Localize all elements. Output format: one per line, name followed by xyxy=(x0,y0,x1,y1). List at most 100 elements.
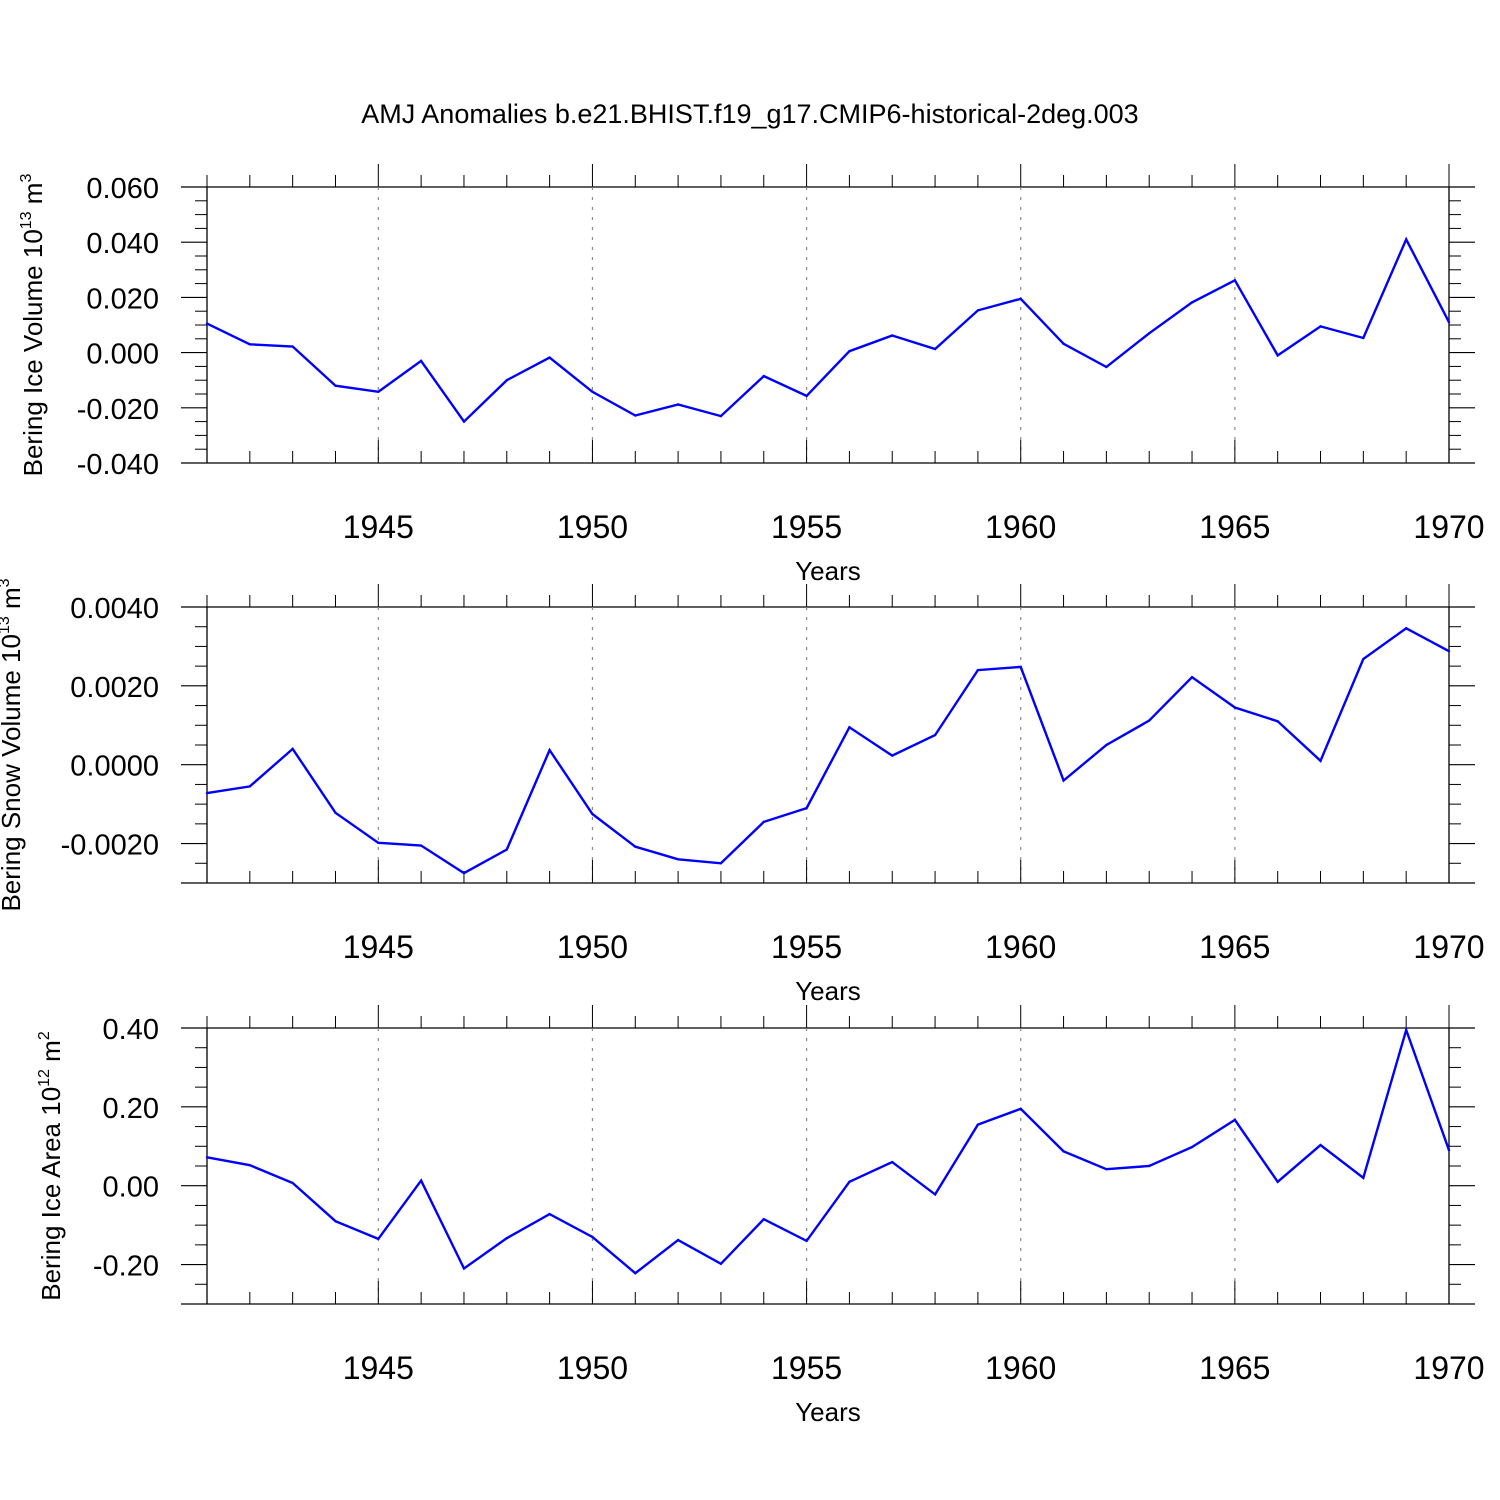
y-axis-title-unit: m xyxy=(36,1040,66,1069)
x-tick-label: 1965 xyxy=(1199,1350,1270,1386)
data-point xyxy=(1319,759,1322,762)
y-axis-title-text: Bering Snow Volume 10 xyxy=(0,634,26,912)
data-point xyxy=(548,748,551,752)
data-point xyxy=(976,668,980,672)
data-point xyxy=(591,390,594,393)
x-tick-label: 1970 xyxy=(1413,929,1484,965)
data-point xyxy=(1404,1028,1408,1032)
y-axis-title-unit: m xyxy=(0,587,26,616)
data-point xyxy=(462,871,466,875)
x-tick-label: 1965 xyxy=(1199,929,1270,965)
data-point xyxy=(1319,325,1322,328)
y-tick-label: 0.00 xyxy=(103,1172,159,1204)
series-line xyxy=(206,1026,1451,1275)
data-point xyxy=(1319,1143,1322,1147)
data-point xyxy=(419,844,423,847)
panel-2: 1945 1950 1955 1960 1965 1970 -0.0020 0.0000 0.0… xyxy=(0,578,1485,1006)
data-point xyxy=(419,1179,423,1182)
data-point xyxy=(1148,719,1151,722)
data-point xyxy=(248,785,252,788)
data-point xyxy=(548,1212,551,1216)
y-tick-label: 0.000 xyxy=(86,339,159,371)
data-point xyxy=(462,420,466,423)
data-point xyxy=(1447,1149,1451,1152)
data-point xyxy=(1190,1145,1194,1149)
data-point xyxy=(848,350,851,353)
series-line xyxy=(206,626,1450,875)
data-point xyxy=(933,347,937,351)
x-tick-label: 1950 xyxy=(557,929,628,965)
data-point xyxy=(1190,675,1194,679)
data-point xyxy=(976,309,980,312)
x-tick-label: 1950 xyxy=(557,1350,628,1386)
y-axis-title-unit: m xyxy=(18,183,48,212)
y-axis-title-power: 13 xyxy=(18,211,35,229)
data-point xyxy=(1105,1167,1108,1171)
data-point xyxy=(377,390,380,393)
data-point xyxy=(1105,365,1108,369)
y-tick-label: 0.060 xyxy=(86,173,159,205)
data-point xyxy=(891,754,894,757)
data-point xyxy=(1447,321,1451,324)
data-point xyxy=(291,747,294,751)
x-tick-label: 1950 xyxy=(557,509,628,545)
y-axis-title: Bering Ice Area 1012 m2 xyxy=(36,1031,66,1301)
data-point xyxy=(1276,720,1279,723)
x-tick-label: 1955 xyxy=(771,509,842,545)
data-point xyxy=(205,322,209,325)
data-point xyxy=(634,1272,637,1275)
data-point xyxy=(334,1220,337,1223)
data-point xyxy=(762,820,765,824)
x-tick-label: 1970 xyxy=(1413,1350,1484,1386)
panel-3: 1945 1950 1955 1960 1965 1970 -0.20 0.00 0.20 0.4… xyxy=(36,1005,1485,1427)
y-tick-label: -0.0020 xyxy=(61,830,159,862)
data-point xyxy=(676,1238,680,1242)
data-point xyxy=(419,359,423,363)
y-axis-title: Bering Snow Volume 1013 m3 xyxy=(0,578,26,911)
y-axis-title-unit-power: 2 xyxy=(36,1031,53,1040)
data-point xyxy=(933,1193,937,1196)
x-tick-label: 1955 xyxy=(771,929,842,965)
panel-1: 1945 1950 1955 1960 1965 1970 -0.040 -0.020 0.00… xyxy=(18,164,1485,586)
data-point xyxy=(248,343,252,346)
y-axis-title-unit-power: 3 xyxy=(18,174,35,183)
data-point xyxy=(505,848,508,851)
data-point xyxy=(1019,665,1022,669)
data-point xyxy=(591,812,594,816)
y-tick-label: 0.0000 xyxy=(70,751,159,783)
data-point xyxy=(676,858,680,861)
data-point xyxy=(1233,279,1237,282)
x-tick-label: 1960 xyxy=(985,929,1056,965)
y-axis-title-text: Bering Ice Area 10 xyxy=(36,1087,66,1301)
y-tick-label: -0.040 xyxy=(77,449,159,481)
data-point xyxy=(1233,706,1237,709)
y-tick-label: 0.0040 xyxy=(70,593,159,625)
y-axis-title-power: 13 xyxy=(0,616,13,634)
data-point xyxy=(1019,297,1022,300)
y-tick-label: -0.20 xyxy=(93,1251,159,1283)
data-point xyxy=(1062,342,1065,345)
data-point xyxy=(805,394,808,398)
data-point xyxy=(1276,354,1279,357)
data-point xyxy=(634,414,637,417)
x-axis-title: Years xyxy=(795,1397,861,1427)
data-point xyxy=(1105,743,1108,747)
data-point xyxy=(334,384,337,387)
data-point xyxy=(205,791,209,795)
data-point xyxy=(1447,649,1451,653)
data-point xyxy=(976,1123,980,1126)
data-point xyxy=(719,1262,723,1265)
data-point xyxy=(505,1236,508,1240)
x-tick-label: 1970 xyxy=(1413,509,1484,545)
y-tick-label: 0.040 xyxy=(86,228,159,260)
y-tick-label: 0.0020 xyxy=(70,672,159,704)
x-tick-label: 1945 xyxy=(343,509,414,545)
y-tick-label: 0.20 xyxy=(103,1093,159,1125)
data-point xyxy=(634,845,637,848)
y-axis-title: Bering Ice Volume 1013 m3 xyxy=(18,174,48,477)
data-point xyxy=(762,374,765,378)
data-point xyxy=(891,1160,894,1164)
data-point xyxy=(848,726,851,729)
data-point xyxy=(719,862,723,865)
